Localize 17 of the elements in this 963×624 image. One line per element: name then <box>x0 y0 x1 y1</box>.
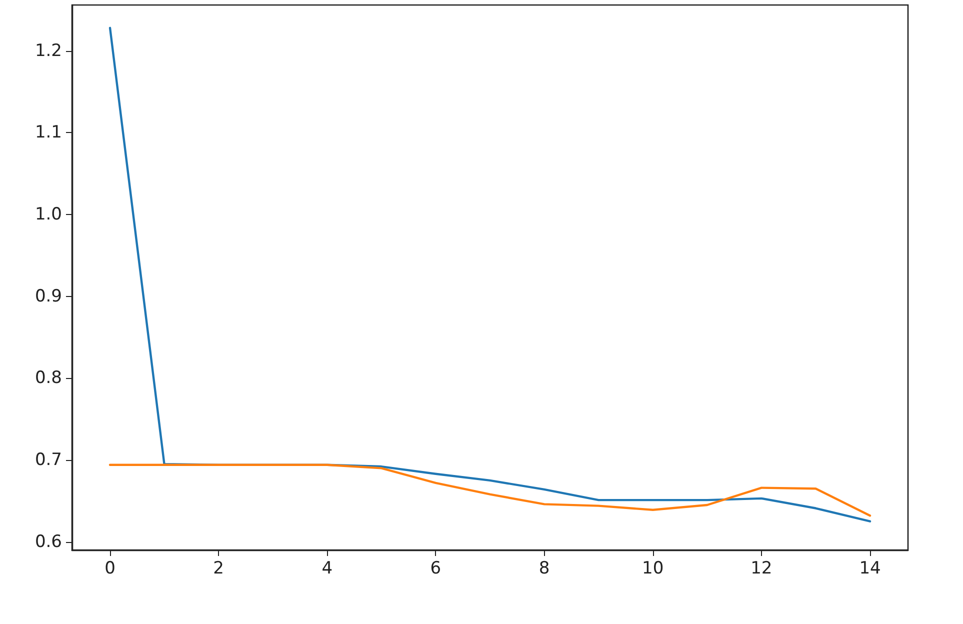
y-tick-label: 0.7 <box>34 450 62 470</box>
x-tick-label: 0 <box>104 558 116 578</box>
x-tick-label: 12 <box>750 558 772 578</box>
y-tick-label: 1.1 <box>34 122 62 143</box>
y-tick-label: 1.0 <box>34 204 62 224</box>
x-tick-label: 14 <box>859 558 881 578</box>
x-tick-label: 2 <box>213 558 224 578</box>
line-series <box>108 464 872 517</box>
x-tick-label: 8 <box>538 558 550 578</box>
y-tick-label: 0.8 <box>34 368 62 388</box>
x-tick-label: 10 <box>642 558 664 578</box>
y-tick-label: 0.9 <box>34 286 62 306</box>
y-tick-label: 0.6 <box>34 532 62 552</box>
line-series <box>108 26 872 522</box>
y-tick-label: 1.2 <box>34 40 62 61</box>
x-tick-label: 4 <box>322 558 333 578</box>
x-tick-label: 6 <box>430 558 442 578</box>
